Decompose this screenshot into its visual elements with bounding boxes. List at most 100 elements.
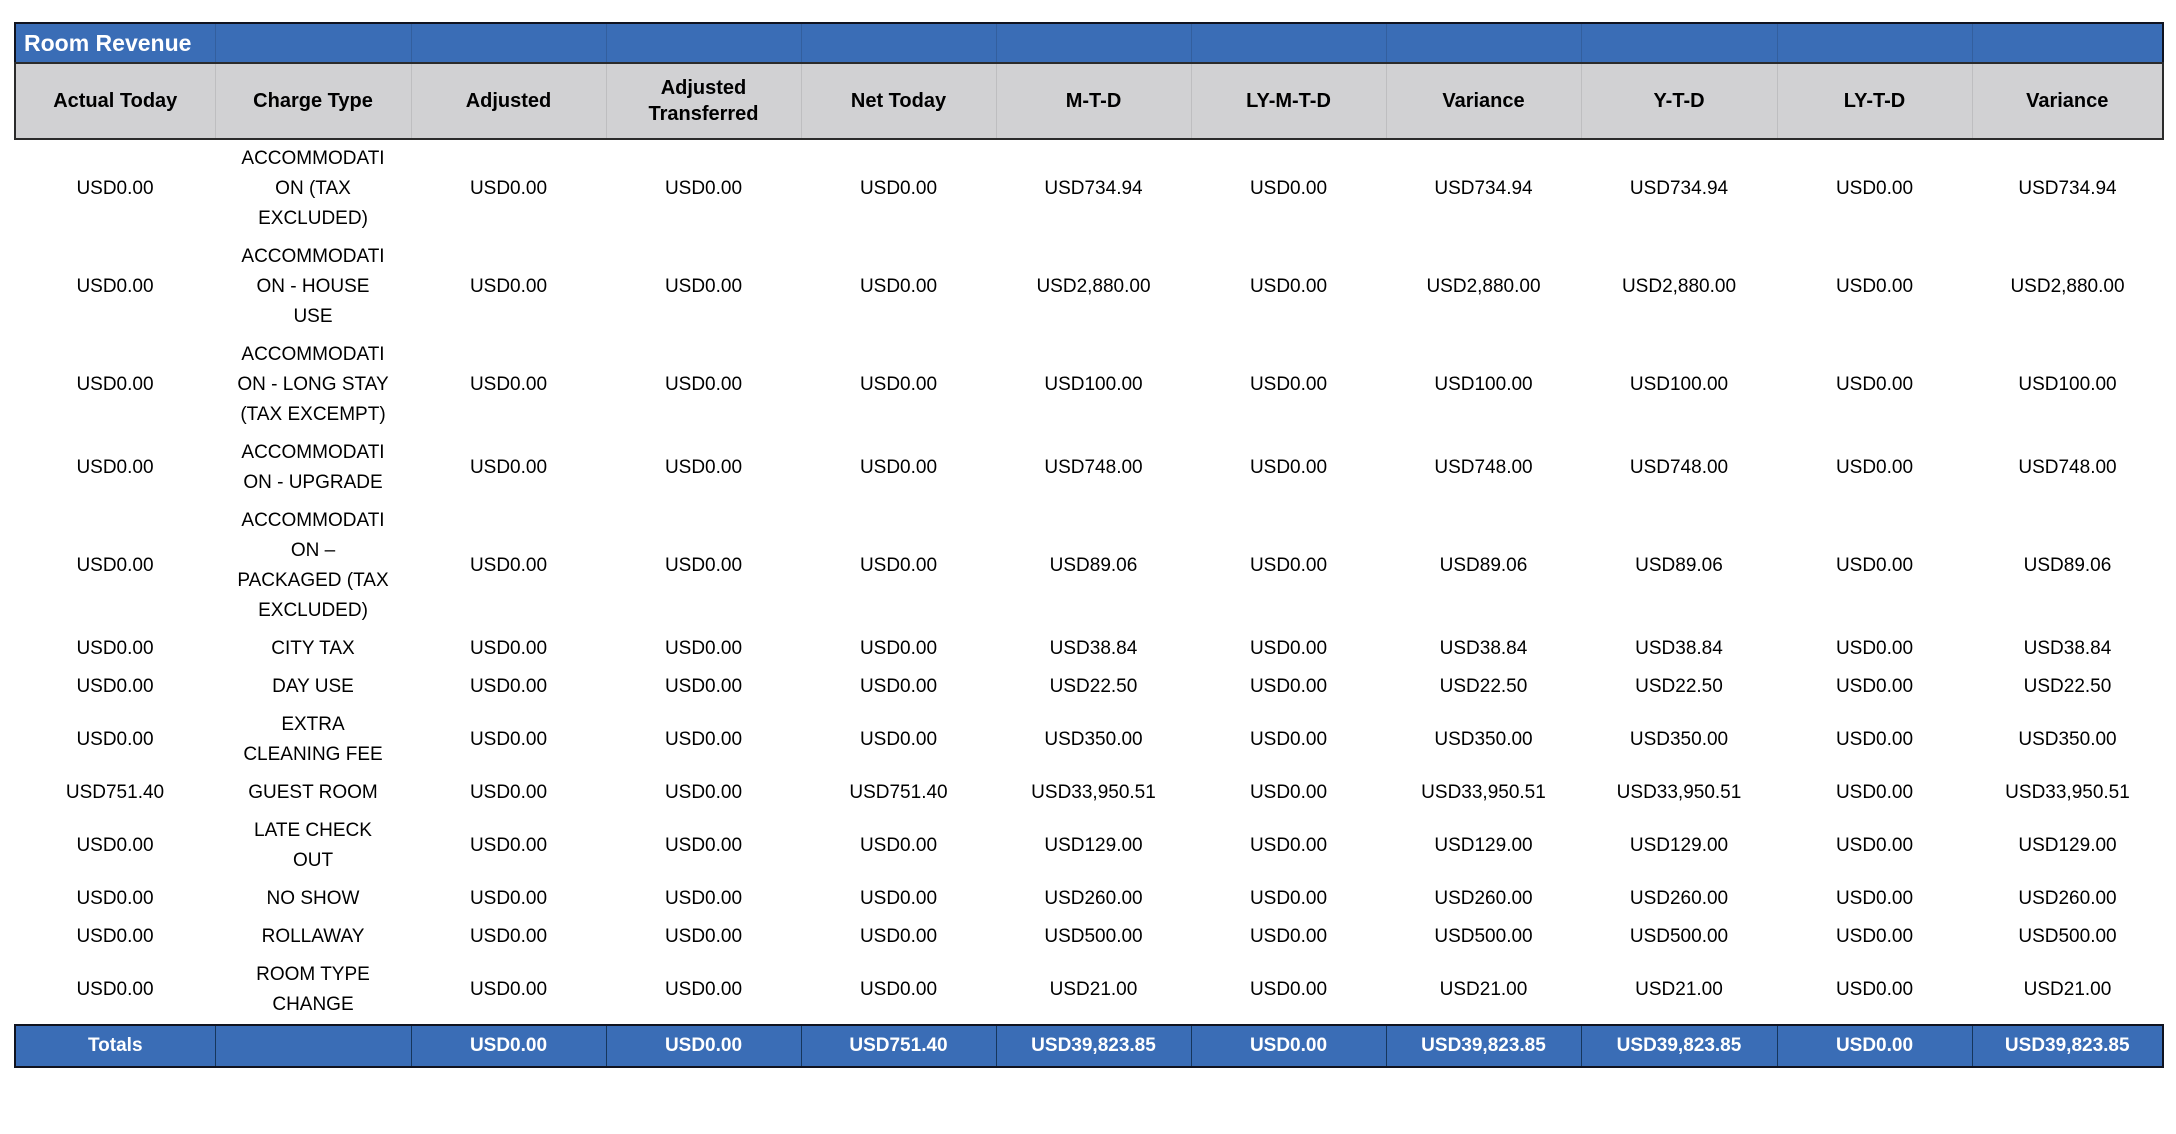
- amount-cell: USD0.00: [606, 918, 801, 956]
- table-title-filler-cell: [801, 22, 997, 64]
- amount-cell: USD0.00: [801, 630, 996, 668]
- amount-cell: USD22.50: [1386, 668, 1581, 706]
- amount-cell: USD89.06: [1386, 502, 1581, 630]
- amount-cell: USD0.00: [606, 434, 801, 502]
- charge-type-cell: GUEST ROOM: [215, 774, 411, 812]
- amount-cell: USD0.00: [801, 668, 996, 706]
- amount-cell: USD0.00: [1777, 434, 1972, 502]
- amount-cell: USD2,880.00: [996, 238, 1191, 336]
- amount-cell: USD748.00: [1972, 434, 2163, 502]
- amount-cell: USD38.84: [1386, 630, 1581, 668]
- amount-cell: USD0.00: [1777, 812, 1972, 880]
- amount-cell: USD0.00: [1777, 918, 1972, 956]
- amount-cell: USD0.00: [411, 336, 606, 434]
- totals-amount-cell: [214, 1024, 412, 1068]
- amount-cell: USD0.00: [801, 956, 996, 1025]
- column-header: Variance: [1972, 63, 2164, 140]
- charge-type-cell: ACCOMMODATION (TAX EXCLUDED): [215, 139, 411, 238]
- table-title-bar: Room Revenue: [14, 22, 2164, 64]
- table-body: USD0.00 ACCOMMODATION (TAX EXCLUDED) USD0.…: [15, 139, 2163, 1025]
- amount-cell: USD0.00: [411, 502, 606, 630]
- amount-cell: USD0.00: [411, 880, 606, 918]
- page-title: Room Revenue: [24, 29, 192, 56]
- amount-cell: USD0.00: [411, 774, 606, 812]
- table-title-filler-cell: [215, 22, 412, 64]
- totals-label-cell: Totals: [14, 1024, 216, 1068]
- table-title-filler-cell: [1972, 22, 2164, 64]
- amount-cell: USD0.00: [1191, 502, 1386, 630]
- amount-cell: USD0.00: [801, 812, 996, 880]
- amount-cell: USD89.06: [1581, 502, 1777, 630]
- totals-amount-cell: USD0.00: [605, 1024, 802, 1068]
- amount-cell: USD0.00: [15, 956, 215, 1025]
- amount-cell: USD129.00: [1581, 812, 1777, 880]
- amount-cell: USD0.00: [1777, 956, 1972, 1025]
- amount-cell: USD734.94: [1386, 139, 1581, 238]
- amount-cell: USD0.00: [15, 502, 215, 630]
- amount-cell: USD38.84: [996, 630, 1191, 668]
- column-header: Adjusted: [411, 63, 607, 140]
- column-header: Net Today: [801, 63, 997, 140]
- table-row: USD0.00 ACCOMMODATION - UPGRADE USD0.00 USD…: [15, 434, 2163, 502]
- amount-cell: USD0.00: [15, 706, 215, 774]
- amount-cell: USD38.84: [1972, 630, 2163, 668]
- amount-cell: USD0.00: [1191, 812, 1386, 880]
- amount-cell: USD100.00: [1972, 336, 2163, 434]
- table-title-filler-cell: [996, 22, 1192, 64]
- amount-cell: USD21.00: [1581, 956, 1777, 1025]
- amount-cell: USD0.00: [15, 238, 215, 336]
- amount-cell: USD0.00: [15, 880, 215, 918]
- amount-cell: USD0.00: [1191, 668, 1386, 706]
- amount-cell: USD0.00: [1191, 139, 1386, 238]
- amount-cell: USD260.00: [996, 880, 1191, 918]
- amount-cell: USD0.00: [1191, 238, 1386, 336]
- amount-cell: USD0.00: [15, 918, 215, 956]
- amount-cell: USD0.00: [606, 956, 801, 1025]
- amount-cell: USD0.00: [801, 434, 996, 502]
- amount-cell: USD0.00: [1191, 774, 1386, 812]
- amount-cell: USD22.50: [1972, 668, 2163, 706]
- amount-cell: USD0.00: [606, 238, 801, 336]
- amount-cell: USD0.00: [1777, 139, 1972, 238]
- column-header: Actual Today: [14, 63, 216, 140]
- charge-type-cell: LATE CHECK OUT: [215, 812, 411, 880]
- amount-cell: USD0.00: [411, 812, 606, 880]
- charge-type-cell: CITY TAX: [215, 630, 411, 668]
- amount-cell: USD0.00: [801, 139, 996, 238]
- amount-cell: USD734.94: [1581, 139, 1777, 238]
- amount-cell: USD500.00: [1581, 918, 1777, 956]
- charge-type-cell: ACCOMMODATION – PACKAGED (TAX EXCLUDED): [215, 502, 411, 630]
- charge-type-cell: ACCOMMODATION - HOUSE USE: [215, 238, 411, 336]
- totals-amount-cell: USD0.00: [1776, 1024, 1973, 1068]
- totals-amount-cell: USD39,823.85: [1971, 1024, 2164, 1068]
- totals-amount-cell: USD39,823.85: [1385, 1024, 1582, 1068]
- amount-cell: USD2,880.00: [1581, 238, 1777, 336]
- amount-cell: USD0.00: [411, 956, 606, 1025]
- amount-cell: USD0.00: [411, 434, 606, 502]
- amount-cell: USD0.00: [411, 668, 606, 706]
- amount-cell: USD21.00: [996, 956, 1191, 1025]
- amount-cell: USD0.00: [801, 706, 996, 774]
- amount-cell: USD0.00: [15, 668, 215, 706]
- table-row: USD0.00 LATE CHECK OUT USD0.00 USD0.00 USD0.…: [15, 812, 2163, 880]
- amount-cell: USD33,950.51: [1581, 774, 1777, 812]
- amount-cell: USD0.00: [15, 434, 215, 502]
- table-row: USD751.40 GUEST ROOM USD0.00 USD0.00 USD751.…: [15, 774, 2163, 812]
- amount-cell: USD0.00: [801, 880, 996, 918]
- totals-amount-cell: USD0.00: [410, 1024, 607, 1068]
- amount-cell: USD0.00: [606, 668, 801, 706]
- amount-cell: USD0.00: [1777, 668, 1972, 706]
- column-header: LY-T-D: [1777, 63, 1973, 140]
- amount-cell: USD0.00: [801, 502, 996, 630]
- amount-cell: USD0.00: [411, 918, 606, 956]
- amount-cell: USD21.00: [1972, 956, 2163, 1025]
- table-title-filler-cell: [411, 22, 607, 64]
- amount-cell: USD350.00: [996, 706, 1191, 774]
- table-row: USD0.00 ACCOMMODATION (TAX EXCLUDED) USD0.…: [15, 139, 2163, 238]
- totals-amount-cell: USD39,823.85: [1580, 1024, 1778, 1068]
- amount-cell: USD748.00: [1386, 434, 1581, 502]
- amount-cell: USD0.00: [411, 139, 606, 238]
- amount-cell: USD0.00: [1191, 918, 1386, 956]
- amount-cell: USD260.00: [1972, 880, 2163, 918]
- amount-cell: USD89.06: [1972, 502, 2163, 630]
